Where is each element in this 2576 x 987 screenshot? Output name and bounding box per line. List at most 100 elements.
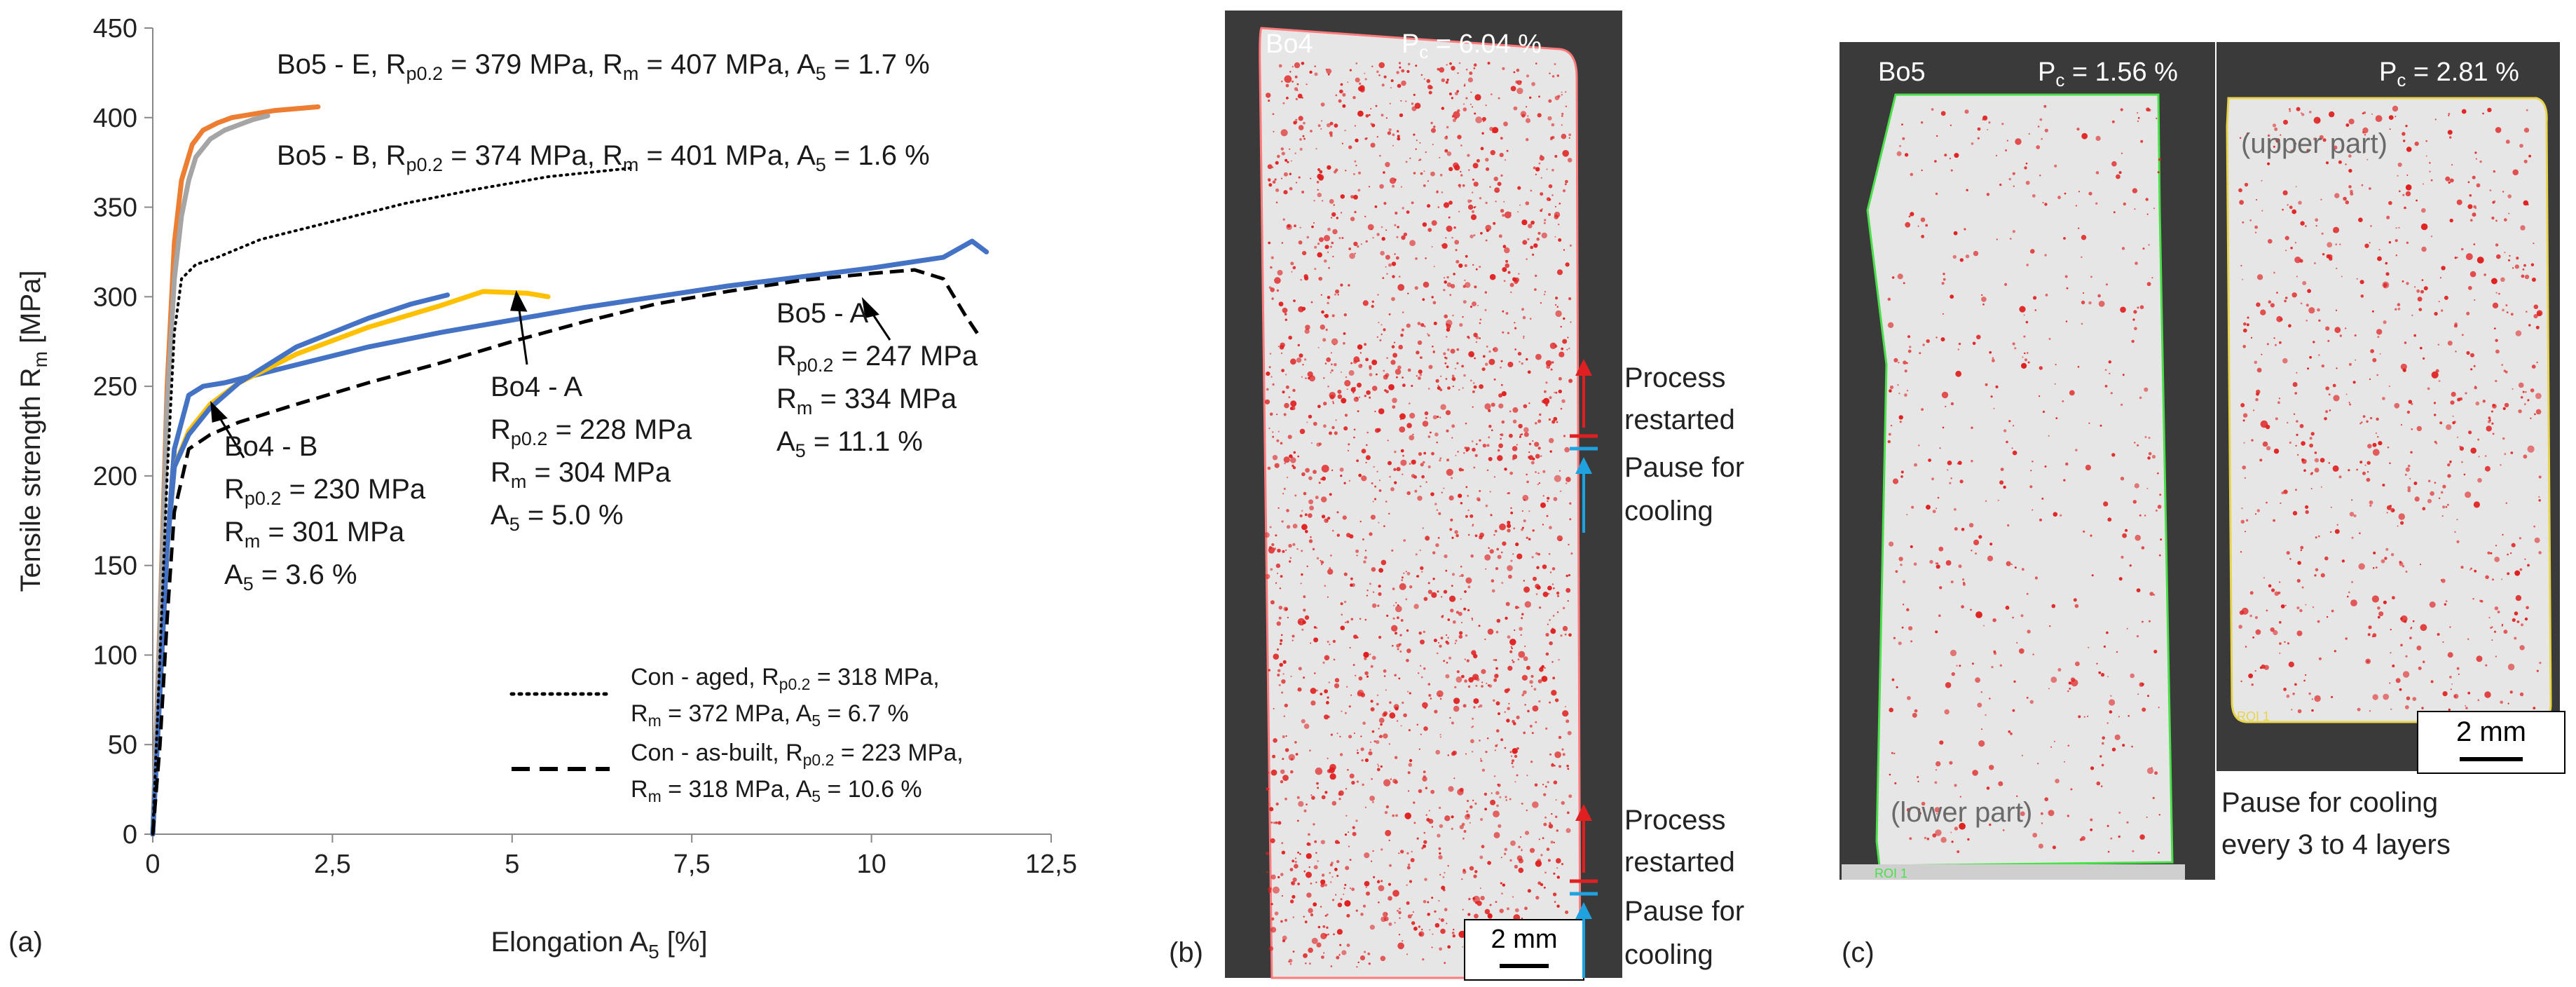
pore-dot xyxy=(1295,121,1298,123)
pore-dot xyxy=(1549,526,1552,530)
pore-dot xyxy=(1443,487,1445,489)
pore-dot xyxy=(1947,469,1949,471)
pore-dot xyxy=(2500,464,2502,466)
pore-dot xyxy=(2407,464,2411,468)
pore-dot xyxy=(2134,442,2136,444)
pore-dot xyxy=(1544,667,1546,669)
pore-dot xyxy=(1350,195,1355,199)
pore-dot xyxy=(2330,531,2332,533)
pore-dot xyxy=(2371,113,2373,115)
pore-dot xyxy=(1944,154,1947,157)
pore-dot xyxy=(1401,579,1403,581)
pore-dot xyxy=(1316,181,1320,184)
pore-dot xyxy=(1954,508,1957,511)
pore-dot xyxy=(1327,641,1329,643)
pore-dot xyxy=(2256,199,2258,200)
pore-dot xyxy=(1484,308,1487,311)
pore-dot xyxy=(1942,426,1945,429)
pore-dot xyxy=(2242,328,2247,333)
pore-dot xyxy=(1315,852,1317,854)
pore-dot xyxy=(1553,780,1558,784)
pore-dot xyxy=(2388,115,2394,121)
pore-dot xyxy=(2335,243,2338,245)
pore-dot xyxy=(1511,647,1513,650)
pores-bo5 xyxy=(1887,104,2543,854)
pore-dot xyxy=(1419,373,1423,376)
pore-dot xyxy=(1906,514,1908,516)
pore-dot xyxy=(2148,437,2151,440)
pore-dot xyxy=(2423,357,2425,360)
pore-dot xyxy=(1418,931,1425,937)
pore-dot xyxy=(2284,299,2287,303)
pore-dot xyxy=(2016,795,2018,798)
pore-dot xyxy=(1345,376,1348,379)
pore-dot xyxy=(1331,876,1334,878)
scalebar-box-b xyxy=(1464,919,1584,981)
pore-dot xyxy=(1387,131,1392,135)
pore-dot xyxy=(1331,862,1334,864)
pore-dot xyxy=(1485,568,1487,570)
pore-dot xyxy=(1432,933,1434,935)
pore-dot xyxy=(1266,388,1269,391)
pore-dot xyxy=(1342,515,1347,520)
pore-dot xyxy=(1303,723,1310,729)
pore-dot xyxy=(2263,577,2265,579)
pore-dot xyxy=(2483,273,2486,276)
pore-dot xyxy=(1399,583,1406,590)
pore-dot xyxy=(2406,282,2409,285)
pore-dot xyxy=(1564,183,1567,186)
pore-dot xyxy=(1499,153,1504,158)
pore-dot xyxy=(2327,339,2330,342)
pore-dot xyxy=(1334,840,1339,844)
pore-dot xyxy=(1418,748,1420,750)
pore-dot xyxy=(2301,113,2305,116)
pore-dot xyxy=(1413,822,1416,824)
pore-dot xyxy=(2388,241,2392,244)
pore-dot xyxy=(1530,220,1535,225)
pore-dot xyxy=(1427,901,1430,904)
pore-dot xyxy=(1548,99,1552,103)
pore-dot xyxy=(1986,787,1990,790)
pore-dot xyxy=(1464,590,1467,593)
pore-dot xyxy=(1381,226,1383,229)
pore-dot xyxy=(2284,641,2286,643)
pore-dot xyxy=(1434,709,1438,714)
pore-dot xyxy=(1925,224,1928,227)
pore-dot xyxy=(1934,160,1937,163)
pore-dot xyxy=(1467,494,1469,497)
pore-dot xyxy=(1957,461,1962,465)
pore-dot xyxy=(2296,630,2303,637)
pore-dot xyxy=(1321,515,1326,519)
pore-dot xyxy=(1935,829,1942,836)
pore-dot xyxy=(1485,158,1489,162)
pore-dot xyxy=(2020,614,2024,618)
pore-dot xyxy=(1366,137,1368,139)
pore-dot xyxy=(1270,822,1273,824)
pore-dot xyxy=(1378,728,1380,730)
pore-dot xyxy=(1327,569,1334,575)
pore-dot xyxy=(1423,899,1427,904)
pore-dot xyxy=(1459,575,1461,578)
pore-dot xyxy=(2445,600,2448,602)
pore-dot xyxy=(1284,918,1287,922)
pore-dot xyxy=(1366,675,1369,678)
pore-dot xyxy=(2510,313,2514,316)
pore-dot xyxy=(2296,275,2298,278)
pore-dot xyxy=(2334,650,2336,653)
pore-dot xyxy=(1908,626,1913,631)
pore-dot xyxy=(1472,191,1474,193)
pore-dot xyxy=(1440,637,1444,640)
pore-dot xyxy=(1407,292,1409,294)
pore-dot xyxy=(2430,491,2434,496)
pore-dot xyxy=(1392,353,1397,358)
pore-dot xyxy=(2049,625,2051,627)
pore-dot xyxy=(1893,637,1896,639)
pore-dot xyxy=(1444,815,1451,822)
pore-dot xyxy=(1489,491,1491,493)
pore-dot xyxy=(2390,628,2392,631)
pore-dot xyxy=(1462,316,1464,318)
pore-dot xyxy=(1487,913,1493,919)
pore-dot xyxy=(1441,244,1443,246)
pore-dot xyxy=(1443,660,1446,662)
x-tick-label: 0 xyxy=(145,850,160,879)
